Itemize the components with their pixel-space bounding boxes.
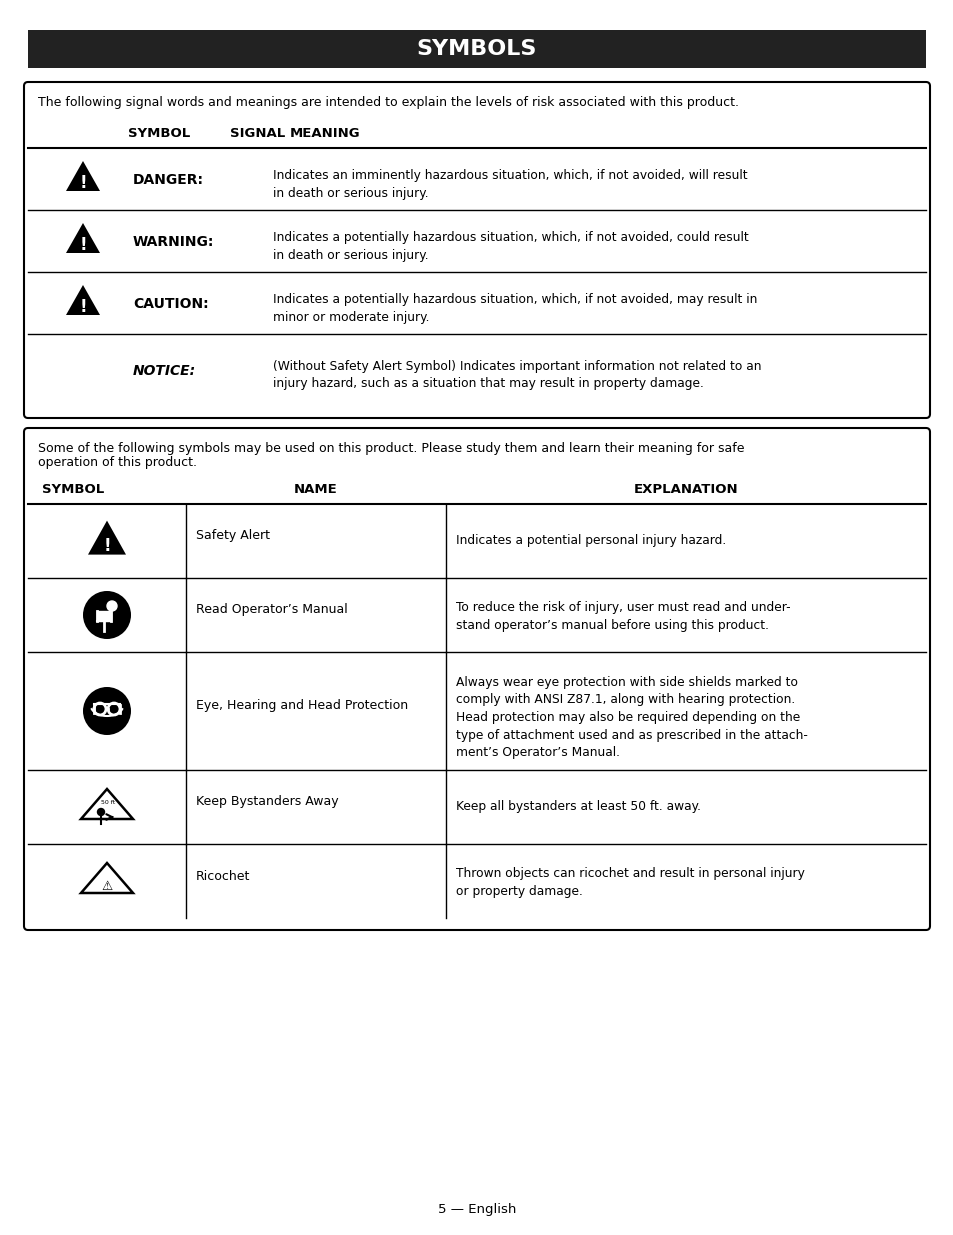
Text: EXPLANATION: EXPLANATION (633, 483, 738, 496)
Text: Indicates a potentially hazardous situation, which, if not avoided, could result: Indicates a potentially hazardous situat… (273, 231, 748, 262)
Text: Thrown objects can ricochet and result in personal injury
or property damage.: Thrown objects can ricochet and result i… (456, 867, 804, 898)
Text: ⚠: ⚠ (101, 879, 112, 893)
Text: To reduce the risk of injury, user must read and under-
stand operator’s manual : To reduce the risk of injury, user must … (456, 601, 790, 631)
Text: WARNING:: WARNING: (132, 235, 214, 249)
Text: SYMBOLS: SYMBOLS (416, 40, 537, 59)
Text: Ricochet: Ricochet (195, 869, 250, 883)
Text: !: ! (79, 174, 87, 193)
Text: Indicates an imminently hazardous situation, which, if not avoided, will result
: Indicates an imminently hazardous situat… (273, 169, 747, 200)
Text: Keep Bystanders Away: Keep Bystanders Away (195, 795, 338, 809)
Polygon shape (66, 285, 100, 315)
Polygon shape (66, 224, 100, 253)
Circle shape (107, 601, 117, 611)
Circle shape (97, 809, 105, 815)
Polygon shape (81, 863, 132, 893)
Text: SYMBOL: SYMBOL (42, 483, 104, 496)
Text: Some of the following symbols may be used on this product. Please study them and: Some of the following symbols may be use… (38, 442, 743, 454)
Polygon shape (88, 521, 126, 555)
Circle shape (83, 592, 131, 638)
Text: DANGER:: DANGER: (132, 173, 204, 186)
Text: SIGNAL: SIGNAL (230, 127, 285, 140)
Text: (Without Safety Alert Symbol) Indicates important information not related to an
: (Without Safety Alert Symbol) Indicates … (273, 359, 760, 390)
Text: SYMBOL: SYMBOL (128, 127, 190, 140)
Text: Eye, Hearing and Head Protection: Eye, Hearing and Head Protection (195, 699, 408, 713)
Text: operation of this product.: operation of this product. (38, 456, 196, 469)
Text: NOTICE:: NOTICE: (132, 364, 196, 378)
Text: Safety Alert: Safety Alert (195, 530, 270, 542)
Text: The following signal words and meanings are intended to explain the levels of ri: The following signal words and meanings … (38, 96, 739, 109)
Text: !: ! (79, 236, 87, 254)
Text: 5 — English: 5 — English (437, 1203, 516, 1216)
Polygon shape (81, 789, 132, 819)
Text: CAUTION:: CAUTION: (132, 296, 209, 311)
Bar (28, 30, 925, 68)
Text: !: ! (103, 537, 111, 555)
Text: NAME: NAME (294, 483, 337, 496)
Text: 50 ft: 50 ft (101, 799, 115, 804)
Text: Indicates a potentially hazardous situation, which, if not avoided, may result i: Indicates a potentially hazardous situat… (273, 293, 757, 324)
FancyBboxPatch shape (24, 429, 929, 930)
Polygon shape (66, 161, 100, 191)
Text: Indicates a potential personal injury hazard.: Indicates a potential personal injury ha… (456, 534, 725, 547)
Text: MEANING: MEANING (290, 127, 360, 140)
Text: Keep all bystanders at least 50 ft. away.: Keep all bystanders at least 50 ft. away… (456, 800, 700, 813)
Circle shape (83, 687, 131, 735)
Text: !: ! (79, 299, 87, 316)
Text: Read Operator’s Manual: Read Operator’s Manual (195, 604, 348, 616)
FancyBboxPatch shape (24, 82, 929, 417)
Text: Always wear eye protection with side shields marked to
comply with ANSI Z87.1, a: Always wear eye protection with side shi… (456, 676, 807, 760)
Bar (97, 611, 111, 621)
